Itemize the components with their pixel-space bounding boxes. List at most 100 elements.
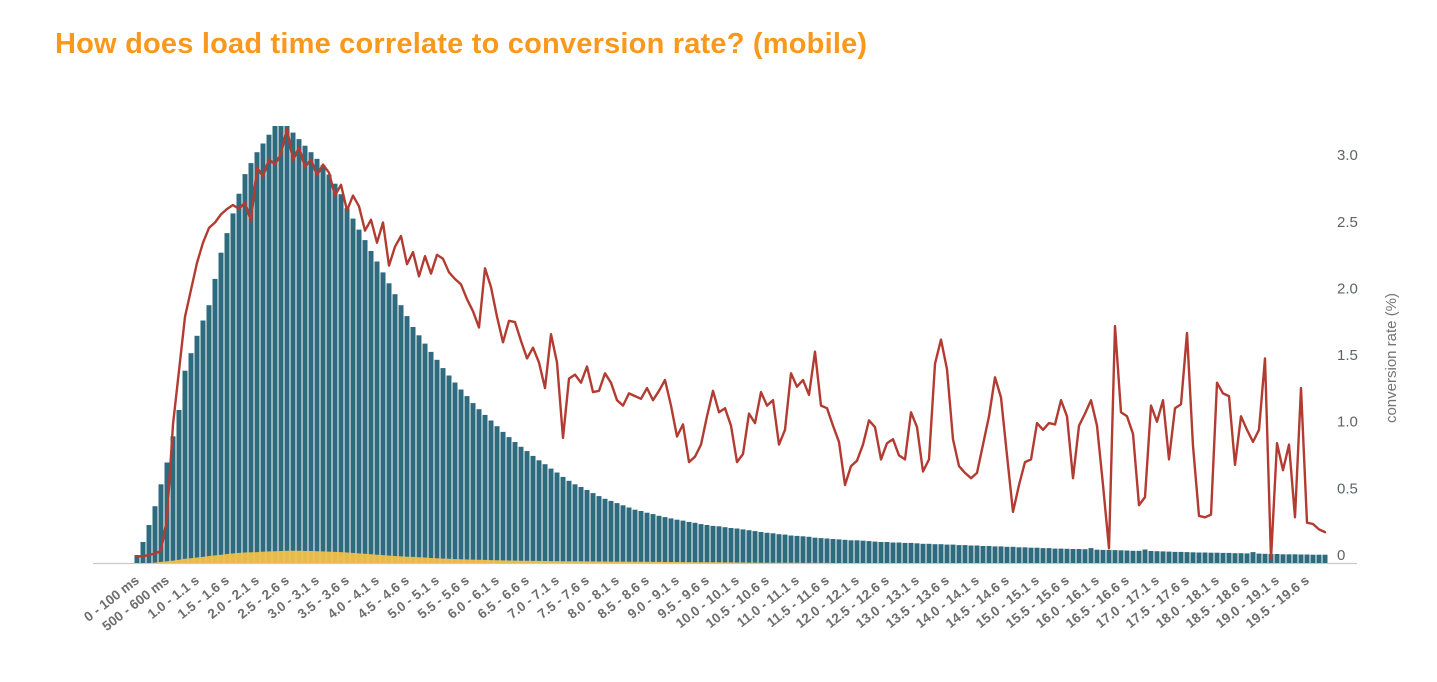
- histogram-bar: [518, 446, 524, 563]
- histogram-bar: [302, 145, 308, 563]
- histogram-bar: [842, 539, 848, 563]
- histogram-bar: [458, 389, 464, 563]
- histogram-bar: [506, 437, 512, 563]
- histogram-bar: [1046, 548, 1052, 563]
- histogram-bar: [704, 525, 710, 563]
- histogram-bar: [176, 410, 182, 563]
- y-tick-label: 2.0: [1337, 280, 1358, 297]
- histogram-bar: [1220, 552, 1226, 563]
- histogram-bar: [1310, 554, 1316, 563]
- histogram-bar: [1208, 552, 1214, 563]
- histogram-bar: [140, 542, 146, 563]
- histogram-bar: [536, 460, 542, 563]
- histogram-bar: [398, 305, 404, 563]
- histogram-bar: [308, 152, 314, 563]
- histogram-bar: [134, 555, 140, 563]
- histogram-bar: [662, 517, 668, 563]
- histogram-bar: [650, 514, 656, 563]
- histogram-bar: [770, 533, 776, 563]
- histogram-bar: [524, 451, 530, 563]
- histogram-bar: [914, 543, 920, 563]
- histogram-bar: [194, 335, 200, 563]
- sessions-bars: [134, 126, 1328, 564]
- histogram-bar: [836, 539, 842, 563]
- histogram-bar: [416, 335, 422, 563]
- histogram-bar: [386, 283, 392, 563]
- histogram-bar: [746, 530, 752, 563]
- histogram-bar: [464, 396, 470, 563]
- histogram-bar: [1304, 554, 1310, 563]
- histogram-bar: [980, 546, 986, 563]
- y-tick-label: 1.0: [1337, 414, 1358, 431]
- histogram-bar: [1166, 551, 1172, 563]
- histogram-bar: [584, 490, 590, 563]
- histogram-bar: [260, 143, 266, 563]
- histogram-bar: [1100, 549, 1106, 563]
- histogram-bar: [1256, 553, 1262, 563]
- histogram-bar: [896, 542, 902, 563]
- histogram-bar: [788, 535, 794, 563]
- histogram-bar: [1136, 550, 1142, 563]
- histogram-bar: [188, 353, 194, 563]
- histogram-bar: [410, 327, 416, 563]
- histogram-bar: [248, 163, 254, 563]
- histogram-bar: [1040, 548, 1046, 563]
- histogram-bar: [236, 193, 242, 563]
- histogram-bar: [230, 213, 236, 563]
- histogram-bar: [878, 542, 884, 563]
- histogram-bar: [206, 305, 212, 563]
- histogram-bar: [794, 535, 800, 563]
- histogram-bar: [1076, 549, 1082, 563]
- histogram-bar: [806, 536, 812, 563]
- histogram-bar: [224, 233, 230, 563]
- histogram-bar: [1238, 553, 1244, 563]
- histogram-bar: [1184, 552, 1190, 563]
- histogram-bar: [812, 537, 818, 563]
- histogram-bar: [1052, 548, 1058, 563]
- histogram-bar: [362, 240, 368, 563]
- histogram-bar: [890, 542, 896, 563]
- histogram-bar: [1022, 547, 1028, 563]
- histogram-bar: [1202, 552, 1208, 563]
- histogram-bar: [698, 524, 704, 563]
- histogram-bar: [956, 545, 962, 563]
- histogram-bar: [800, 536, 806, 563]
- histogram-bar: [1028, 547, 1034, 563]
- histogram-bar: [554, 472, 560, 563]
- histogram-bar: [668, 518, 674, 563]
- histogram-bar: [1196, 552, 1202, 563]
- y-tick-label: 0: [1337, 547, 1345, 564]
- histogram-bar: [782, 534, 788, 563]
- histogram-bar: [848, 540, 854, 563]
- histogram-bar: [470, 403, 476, 563]
- histogram-bar: [1070, 549, 1076, 563]
- histogram-bar: [1034, 547, 1040, 563]
- histogram-bar: [596, 496, 602, 563]
- histogram-bar: [644, 512, 650, 563]
- histogram-bar: [494, 426, 500, 563]
- histogram-bar: [200, 320, 206, 563]
- histogram-bar: [974, 545, 980, 563]
- histogram-bar: [1274, 554, 1280, 563]
- histogram-bar: [1130, 550, 1136, 563]
- histogram-bar: [614, 503, 620, 563]
- right-axis-labels: 3.0 2.5 2.0 1.5 1.0 0.5 0: [1337, 147, 1358, 564]
- histogram-bar: [1190, 552, 1196, 563]
- histogram-bar: [872, 541, 878, 563]
- y-tick-label: 1.5: [1337, 347, 1358, 364]
- histogram-bar: [572, 484, 578, 563]
- histogram-bar: [686, 521, 692, 563]
- histogram-bar: [1244, 553, 1250, 563]
- histogram-bar: [968, 545, 974, 563]
- histogram-bar: [626, 507, 632, 563]
- histogram-bar: [1118, 550, 1124, 563]
- histogram-bar: [1154, 551, 1160, 563]
- histogram-bar: [758, 532, 764, 563]
- histogram-bar: [296, 139, 302, 563]
- histogram-bar: [1010, 546, 1016, 563]
- histogram-bar: [950, 544, 956, 563]
- histogram-bar: [692, 522, 698, 563]
